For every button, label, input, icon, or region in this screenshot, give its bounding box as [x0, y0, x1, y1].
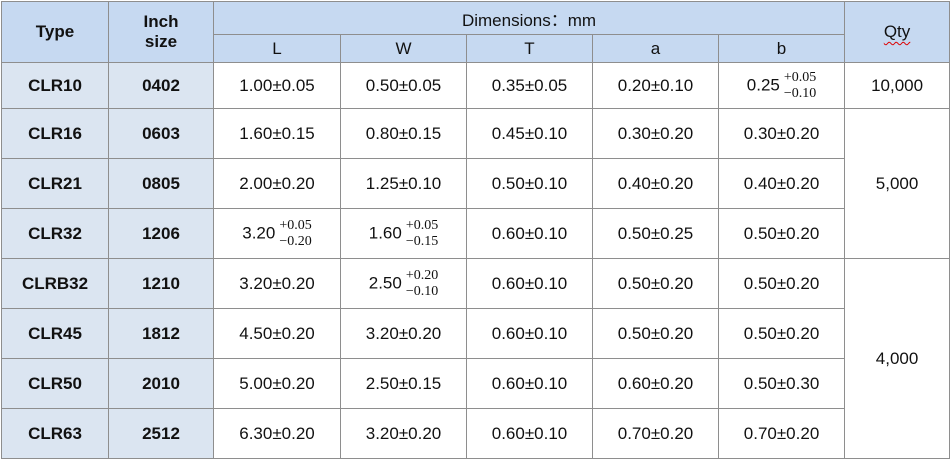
dimension-cell: 3.20 +0.05 −0.20 — [213, 208, 341, 259]
type-cell: CLR45 — [1, 308, 109, 359]
dimension-cell: 0.40±0.20 — [592, 158, 719, 209]
dimension-cell: 0.30±0.20 — [592, 108, 719, 159]
dimension-cell: 0.50±0.10 — [466, 158, 593, 209]
dimension-cell: 0.70±0.20 — [592, 408, 719, 459]
dimension-cell: 0.60±0.10 — [466, 308, 593, 359]
type-cell: CLR16 — [1, 108, 109, 159]
tolerance-lower: −0.15 — [405, 233, 439, 249]
dimension-cell: 0.60±0.20 — [592, 358, 719, 409]
dimension-cell: 0.20±0.10 — [592, 62, 719, 109]
header-column: L — [213, 34, 341, 63]
dimension-cell: 0.50±0.20 — [592, 308, 719, 359]
type-cell: CLR63 — [1, 408, 109, 459]
dimension-cell: 0.25 +0.05 −0.10 — [717, 62, 846, 109]
table-row: CLR10 0402 1.00±0.05 0.50±0.05 0.35±0.05 0.20… — [1, 62, 951, 109]
qty-cell: 10,000 — [844, 62, 951, 109]
header-column: W — [340, 34, 467, 63]
type-cell: CLR32 — [1, 208, 109, 259]
qty-cell: 5,000 — [844, 108, 951, 259]
dimension-cell: 3.20±0.20 — [340, 408, 467, 459]
dimension-cell: 0.50±0.05 — [340, 62, 467, 109]
dimension-cell: 0.50±0.20 — [717, 208, 846, 259]
nominal: 0.25 — [746, 74, 780, 94]
dimension-cell: 3.20±0.20 — [213, 258, 341, 309]
dimension-cell: 1.60 +0.05 −0.15 — [340, 208, 467, 259]
header-column: T — [466, 34, 593, 63]
tolerance: +0.05 −0.10 — [784, 70, 816, 102]
dimension-cell: 0.45±0.10 — [466, 108, 593, 159]
dimension-cell: 2.00±0.20 — [213, 158, 341, 209]
dimension-cell: 0.30±0.20 — [717, 108, 846, 159]
tolerance: +0.05 −0.20 — [279, 218, 311, 250]
tolerance-lower: −0.10 — [783, 85, 817, 101]
tolerance-upper: +0.05 — [279, 217, 312, 233]
table-row: CLR21 0805 2.00±0.20 1.25±0.10 0.50±0.10 0.40… — [1, 158, 950, 209]
dimension-cell: 0.60±0.10 — [466, 208, 593, 259]
inch-cell: 2512 — [108, 408, 214, 459]
tolerance: +0.20 −0.10 — [406, 268, 438, 300]
dimension-cell: 0.70±0.20 — [717, 408, 846, 459]
table-row: CLR45 1812 4.50±0.20 3.20±0.20 0.60±0.10 0.50… — [1, 308, 950, 359]
tolerance-upper: +0.20 — [405, 267, 439, 283]
header-column: b — [717, 34, 846, 63]
table-row: CLR50 2010 5.00±0.20 2.50±0.15 0.60±0.10 0.60… — [1, 358, 950, 409]
table-row: CLR63 2512 6.30±0.20 3.20±0.20 0.60±0.10 0.70… — [1, 408, 950, 459]
dimension-cell: 0.50±0.20 — [717, 308, 846, 359]
header-type: Type — [1, 1, 109, 63]
tolerance-upper: +0.05 — [783, 69, 817, 85]
header-qty: Qty — [844, 1, 951, 63]
header-inch-size: Inch size — [108, 1, 214, 63]
nominal: 2.50 — [368, 272, 402, 292]
type-cell: CLR21 — [1, 158, 109, 209]
dimension-cell: 0.50±0.25 — [592, 208, 719, 259]
inch-cell: 1206 — [108, 208, 214, 259]
dimension-cell: 0.50±0.20 — [592, 258, 719, 309]
dimension-cell: 1.60±0.15 — [213, 108, 341, 159]
tolerance-lower: −0.10 — [405, 283, 439, 299]
header-column: a — [592, 34, 719, 63]
qty-cell: 4,000 — [844, 258, 951, 459]
table-row: CLRB32 1210 3.20±0.20 2.50 +0.20 −0.10 0.60±0.… — [1, 258, 951, 459]
type-cell: CLR50 — [1, 358, 109, 409]
dimension-cell: 0.60±0.10 — [466, 358, 593, 409]
dimension-cell: 0.50±0.20 — [717, 258, 846, 309]
table-row: CLR16 0603 1.60±0.15 0.80±0.15 0.45±0.10 0.30… — [1, 108, 951, 259]
dimension-cell: 5.00±0.20 — [213, 358, 341, 409]
inch-cell: 0603 — [108, 108, 214, 159]
dimension-cell: 0.80±0.15 — [340, 108, 467, 159]
dimension-cell: 0.35±0.05 — [466, 62, 593, 109]
inch-cell: 0805 — [108, 158, 214, 209]
inch-cell: 2010 — [108, 358, 214, 409]
type-cell: CLRB32 — [1, 258, 109, 309]
table-row: CLR32 1206 3.20 +0.05 −0.20 1.60 +0.05 −0.15 0.6… — [1, 208, 950, 259]
inch-cell: 1812 — [108, 308, 214, 359]
dimension-cell: 3.20±0.20 — [340, 308, 467, 359]
dimension-cell: 4.50±0.20 — [213, 308, 341, 359]
dimension-cell: 2.50±0.15 — [340, 358, 467, 409]
inch-cell: 0402 — [108, 62, 214, 109]
tolerance-upper: +0.05 — [405, 217, 439, 233]
nominal: 3.20 — [242, 222, 276, 242]
type-cell: CLR10 — [1, 62, 109, 109]
dimension-cell: 1.00±0.05 — [213, 62, 341, 109]
header-dimensions: Dimensions：mm — [212, 1, 846, 35]
inch-cell: 1210 — [108, 258, 214, 309]
header-qty-text: Qty — [883, 22, 911, 41]
dimension-cell: 0.60±0.10 — [466, 408, 593, 459]
tolerance: +0.05 −0.15 — [406, 218, 438, 250]
dimension-cell: 0.40±0.20 — [717, 158, 846, 209]
dimension-cell: 1.25±0.10 — [340, 158, 467, 209]
nominal: 1.60 — [368, 222, 402, 242]
dimension-cell: 0.60±0.10 — [466, 258, 593, 309]
dimension-cell: 0.50±0.30 — [717, 358, 846, 409]
dimension-cell: 2.50 +0.20 −0.10 — [340, 258, 467, 309]
tolerance-lower: −0.20 — [279, 233, 312, 249]
dimension-cell: 6.30±0.20 — [213, 408, 341, 459]
